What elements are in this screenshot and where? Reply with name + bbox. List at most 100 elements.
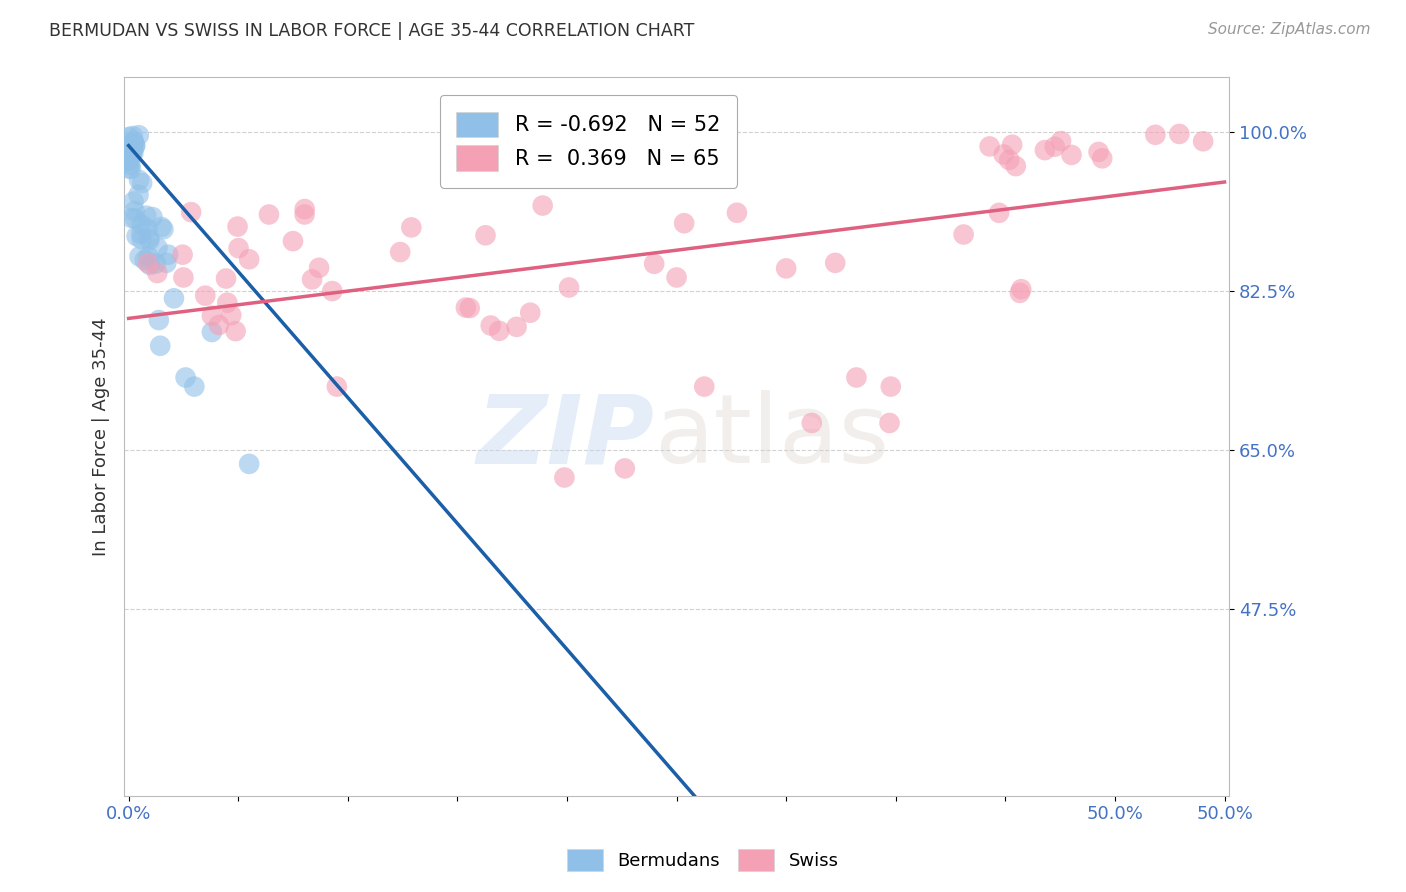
Point bbox=[148, 313, 170, 327]
Point bbox=[1168, 127, 1191, 141]
Point bbox=[238, 252, 260, 267]
Point bbox=[125, 229, 148, 244]
Point bbox=[138, 233, 160, 247]
Point bbox=[458, 301, 481, 315]
Point bbox=[122, 135, 145, 149]
Point bbox=[174, 370, 197, 384]
Point bbox=[138, 250, 160, 264]
Point bbox=[880, 379, 903, 393]
Point bbox=[281, 234, 304, 248]
Point bbox=[120, 162, 142, 177]
Text: Source: ZipAtlas.com: Source: ZipAtlas.com bbox=[1208, 22, 1371, 37]
Point bbox=[217, 295, 239, 310]
Point bbox=[326, 379, 349, 393]
Point bbox=[979, 139, 1001, 153]
Point bbox=[643, 257, 665, 271]
Point bbox=[226, 219, 249, 234]
Point bbox=[155, 256, 177, 270]
Point bbox=[138, 231, 160, 245]
Point bbox=[122, 136, 145, 150]
Point bbox=[152, 222, 174, 236]
Legend: R = -0.692   N = 52, R =  0.369   N = 65: R = -0.692 N = 52, R = 0.369 N = 65 bbox=[440, 95, 737, 187]
Point bbox=[301, 272, 323, 286]
Point bbox=[194, 288, 217, 302]
Point bbox=[201, 325, 224, 339]
Point bbox=[157, 248, 180, 262]
Point bbox=[128, 187, 150, 202]
Point bbox=[238, 457, 260, 471]
Point bbox=[824, 256, 846, 270]
Point bbox=[228, 241, 250, 255]
Point bbox=[124, 211, 146, 226]
Point bbox=[121, 129, 143, 144]
Point bbox=[136, 222, 159, 236]
Point bbox=[208, 318, 231, 332]
Point bbox=[952, 227, 974, 242]
Point bbox=[149, 339, 172, 353]
Point bbox=[121, 146, 143, 161]
Y-axis label: In Labor Force | Age 35-44: In Labor Force | Age 35-44 bbox=[93, 318, 110, 556]
Point bbox=[121, 146, 143, 161]
Point bbox=[118, 161, 141, 176]
Point bbox=[553, 470, 575, 484]
Point bbox=[693, 379, 716, 393]
Point bbox=[401, 220, 423, 235]
Point bbox=[488, 324, 510, 338]
Point bbox=[389, 245, 412, 260]
Point bbox=[201, 309, 224, 323]
Point bbox=[1043, 139, 1066, 153]
Point bbox=[136, 256, 159, 270]
Point bbox=[1087, 145, 1109, 159]
Point bbox=[257, 207, 280, 221]
Point bbox=[479, 318, 502, 333]
Point bbox=[321, 284, 343, 298]
Point bbox=[474, 228, 496, 243]
Point bbox=[150, 219, 173, 234]
Point bbox=[183, 379, 205, 393]
Point bbox=[725, 206, 748, 220]
Point bbox=[131, 232, 153, 246]
Point bbox=[308, 260, 330, 275]
Point bbox=[128, 249, 150, 263]
Text: ZIP: ZIP bbox=[477, 390, 654, 483]
Point bbox=[1060, 148, 1083, 162]
Point bbox=[1033, 143, 1056, 157]
Point bbox=[122, 145, 145, 160]
Point bbox=[1091, 151, 1114, 165]
Point bbox=[121, 136, 143, 150]
Point bbox=[1050, 134, 1073, 148]
Point bbox=[519, 306, 541, 320]
Point bbox=[998, 153, 1021, 167]
Point bbox=[172, 248, 194, 262]
Point bbox=[128, 128, 150, 143]
Point bbox=[129, 227, 152, 241]
Point bbox=[988, 206, 1011, 220]
Point bbox=[225, 324, 247, 338]
Point bbox=[122, 194, 145, 209]
Point bbox=[294, 202, 316, 216]
Point bbox=[120, 158, 142, 172]
Point bbox=[120, 139, 142, 153]
Point bbox=[172, 270, 194, 285]
Point bbox=[1192, 134, 1215, 148]
Point bbox=[139, 258, 162, 272]
Point bbox=[128, 173, 150, 187]
Point bbox=[124, 204, 146, 219]
Point bbox=[131, 218, 153, 232]
Point bbox=[558, 280, 581, 294]
Point bbox=[294, 207, 316, 221]
Point bbox=[505, 319, 527, 334]
Point bbox=[118, 154, 141, 169]
Point bbox=[613, 461, 636, 475]
Point bbox=[879, 416, 901, 430]
Point bbox=[122, 142, 145, 156]
Point bbox=[180, 205, 202, 219]
Point bbox=[775, 261, 797, 276]
Point bbox=[163, 291, 186, 305]
Text: BERMUDAN VS SWISS IN LABOR FORCE | AGE 35-44 CORRELATION CHART: BERMUDAN VS SWISS IN LABOR FORCE | AGE 3… bbox=[49, 22, 695, 40]
Point bbox=[1008, 285, 1031, 300]
Point bbox=[145, 257, 167, 271]
Point bbox=[146, 241, 169, 255]
Point bbox=[993, 147, 1015, 161]
Point bbox=[124, 138, 146, 153]
